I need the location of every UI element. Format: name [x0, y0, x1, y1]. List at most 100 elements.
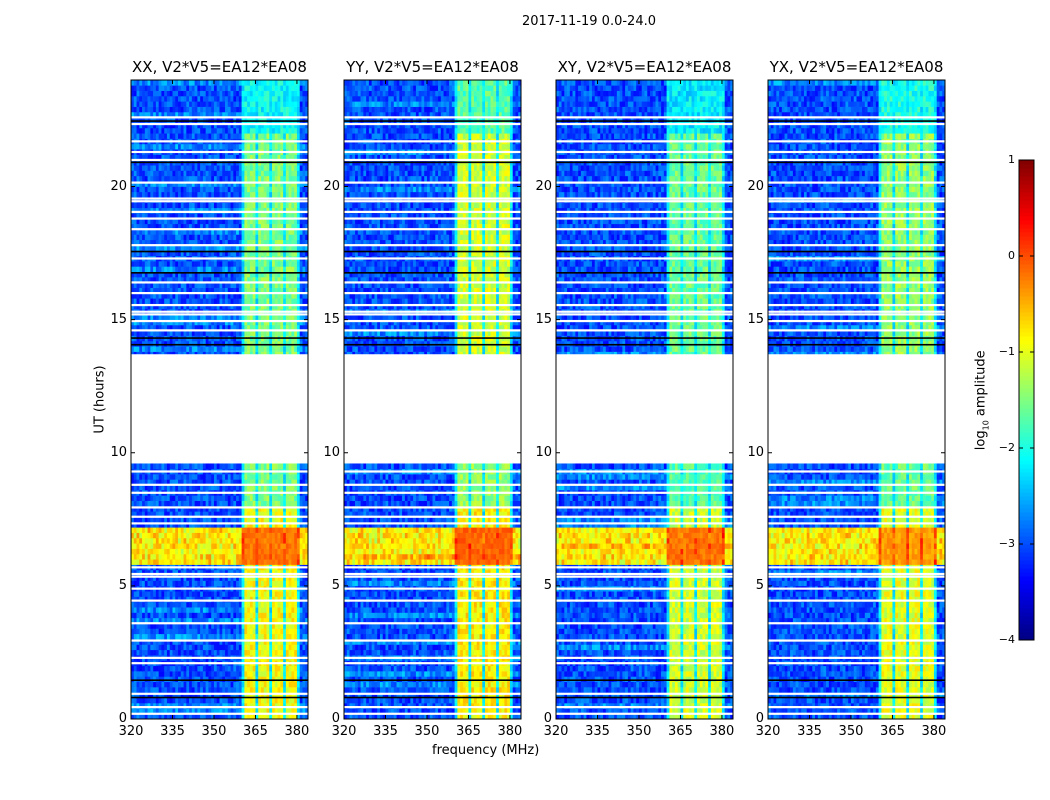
heatmap-cell	[274, 591, 278, 597]
heatmap-cell	[194, 623, 198, 629]
heatmap-cell	[183, 346, 187, 352]
heatmap-cell	[164, 687, 168, 693]
heatmap-cell	[180, 543, 184, 549]
heatmap-cell	[142, 713, 146, 720]
heatmap-cell	[205, 543, 209, 549]
heatmap-cell	[183, 612, 187, 619]
heatmap-cell	[233, 521, 237, 528]
heatmap-cell	[189, 703, 193, 709]
heatmap-cell	[136, 703, 140, 709]
heatmap-cell	[158, 202, 162, 209]
heatmap-cell	[180, 548, 184, 555]
heatmap-cell	[260, 617, 265, 624]
heatmap-cell	[197, 713, 201, 720]
heatmap-cell	[150, 644, 154, 651]
heatmap-cell	[155, 575, 159, 581]
heatmap-cell	[252, 479, 256, 485]
heatmap-cell	[153, 500, 157, 507]
heatmap-cell	[299, 703, 303, 709]
heatmap-cell	[252, 607, 256, 613]
heatmap-cell	[202, 617, 206, 624]
heatmap-cell	[158, 506, 162, 512]
heatmap-cell	[283, 543, 287, 549]
heatmap-cell	[142, 607, 146, 613]
heatmap-cell	[238, 463, 242, 470]
heatmap-cell	[133, 521, 137, 528]
heatmap-cell	[178, 644, 182, 651]
heatmap-cell	[200, 612, 204, 619]
heatmap-cell	[147, 612, 151, 619]
heatmap-cell	[213, 506, 218, 512]
heatmap-cell	[233, 681, 237, 688]
heatmap-cell	[258, 474, 262, 480]
heatmap-cell	[274, 601, 278, 608]
heatmap-cell	[172, 537, 176, 544]
heatmap-cell	[255, 516, 259, 523]
heatmap-cell	[183, 506, 187, 512]
heatmap-cell	[244, 532, 248, 539]
heatmap-cell	[216, 548, 220, 555]
heatmap-cell	[305, 644, 309, 651]
heatmap-cell	[191, 484, 195, 491]
heatmap-cell	[147, 234, 151, 241]
heatmap-cell	[197, 330, 201, 336]
heatmap-cell	[302, 266, 306, 272]
heatmap-cell	[155, 266, 159, 272]
heatmap-cell	[166, 234, 171, 241]
heatmap-cell	[197, 559, 201, 565]
heatmap-cell	[222, 708, 226, 714]
heatmap-cell	[166, 266, 171, 272]
heatmap-cell	[178, 495, 182, 501]
heatmap-cell	[299, 649, 303, 656]
heatmap-cell	[194, 569, 198, 576]
heatmap-cell	[230, 580, 234, 587]
heatmap-cell	[274, 495, 278, 501]
heatmap-cell	[175, 463, 179, 470]
heatmap-cell	[219, 548, 223, 555]
heatmap-cell	[272, 463, 276, 470]
heatmap-cell	[155, 537, 159, 544]
heatmap-cell	[133, 591, 137, 597]
heatmap-cell	[164, 537, 168, 544]
heatmap-cell	[158, 340, 162, 347]
heatmap-cell	[258, 623, 262, 629]
heatmap-cell	[131, 601, 135, 608]
heatmap-cell	[225, 687, 229, 693]
heatmap-cell	[155, 649, 159, 656]
heatmap-cell	[166, 681, 171, 688]
heatmap-cell	[197, 703, 201, 709]
heatmap-cell	[131, 649, 135, 656]
heatmap-cell	[169, 596, 173, 603]
heatmap-cell	[222, 521, 226, 528]
heatmap-cell	[169, 479, 173, 485]
heatmap-cell	[280, 601, 284, 608]
heatmap-cell	[150, 703, 154, 709]
heatmap-cell	[136, 612, 140, 619]
heatmap-cell	[164, 580, 168, 587]
heatmap-cell	[283, 340, 287, 347]
heatmap-cell	[147, 479, 151, 485]
heatmap-cell	[180, 266, 184, 272]
heatmap-cell	[200, 506, 204, 512]
heatmap-cell	[277, 612, 281, 619]
heatmap-cell	[266, 713, 270, 720]
heatmap-cell	[197, 665, 201, 672]
heatmap-cell	[166, 559, 171, 565]
heatmap-cell	[288, 340, 292, 347]
heatmap-cell	[186, 617, 190, 624]
heatmap-cell	[208, 639, 212, 645]
heatmap-cell	[194, 298, 198, 304]
heatmap-cell	[155, 234, 159, 241]
heatmap-cell	[169, 644, 173, 651]
heatmap-cell	[205, 559, 209, 565]
heatmap-cell	[153, 713, 157, 720]
heatmap-cell	[252, 532, 256, 539]
heatmap-cell	[296, 553, 301, 560]
heatmap-cell	[230, 575, 234, 581]
heatmap-cell	[227, 676, 231, 683]
heatmap-cell	[241, 346, 245, 352]
heatmap-cell	[238, 575, 242, 581]
heatmap-cell	[299, 665, 303, 672]
heatmap-cell	[213, 644, 218, 651]
heatmap-cell	[158, 617, 162, 624]
